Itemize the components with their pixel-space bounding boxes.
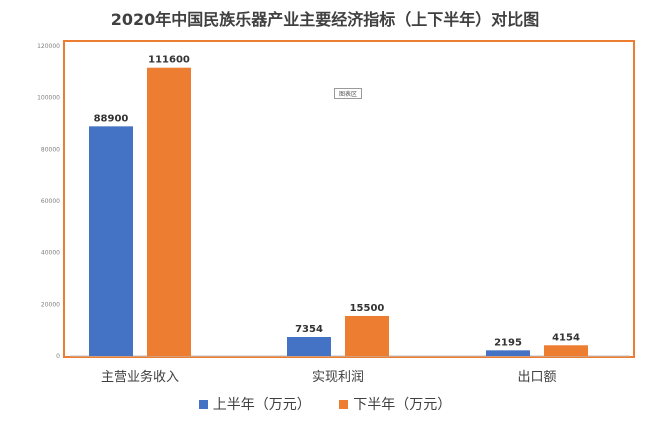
data-label: 4154 (552, 332, 580, 343)
y-tick-label: 120000 (37, 43, 60, 50)
data-label: 7354 (295, 324, 323, 335)
x-tick-label: 实现利润 (312, 370, 364, 385)
bar (345, 315, 389, 356)
bar (147, 67, 191, 356)
x-tick-label: 主营业务收入 (101, 369, 179, 385)
bar (287, 337, 331, 356)
legend: 上半年（万元） 下半年（万元） (0, 394, 650, 414)
plot-area-frame (63, 40, 635, 358)
legend-label-second-half: 下半年（万元） (353, 397, 452, 413)
y-tick-label: 40000 (41, 250, 60, 257)
chart-area-badge: 图表区 (334, 88, 362, 99)
bar (89, 126, 133, 356)
y-tick-label: 60000 (41, 198, 60, 205)
legend-label-first-half: 上半年（万元） (212, 397, 311, 413)
data-label: 15500 (350, 303, 385, 314)
y-tick-label: 100000 (37, 95, 60, 102)
bar (486, 350, 530, 356)
bar (544, 345, 588, 356)
data-label: 111600 (148, 55, 190, 66)
legend-swatch-second-half (339, 400, 349, 409)
legend-item-second-half: 下半年（万元） (339, 394, 451, 414)
y-tick-label: 80000 (41, 146, 60, 153)
x-tick-label: 出口额 (517, 370, 556, 385)
legend-swatch-first-half (198, 400, 208, 409)
y-tick-label: 20000 (41, 301, 60, 308)
legend-item-first-half: 上半年（万元） (198, 394, 311, 414)
y-tick-label: 0 (56, 353, 60, 360)
chart-title: 2020年中国民族乐器产业主要经济指标（上下半年）对比图 (110, 10, 540, 29)
data-label: 2195 (494, 337, 522, 348)
data-label: 88900 (94, 113, 129, 124)
